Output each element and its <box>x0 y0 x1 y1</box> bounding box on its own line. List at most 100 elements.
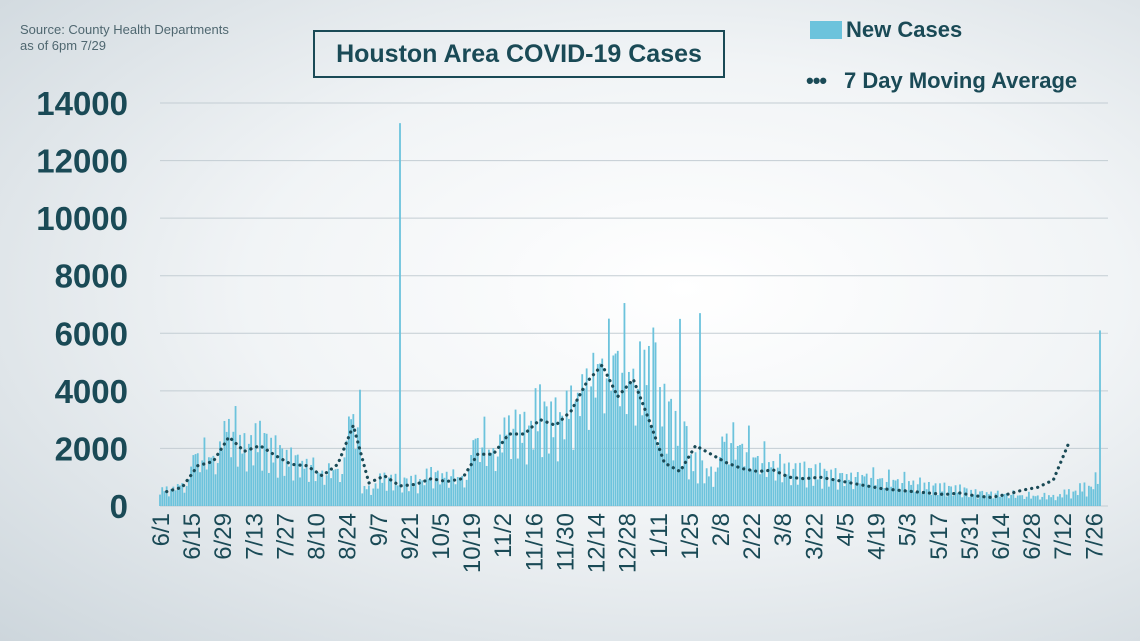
new-cases-bar <box>381 482 384 506</box>
new-cases-bar <box>896 479 899 506</box>
new-cases-bar <box>441 473 444 506</box>
x-tick-label: 6/28 <box>1019 513 1046 560</box>
new-cases-bar <box>799 462 801 506</box>
new-cases-bar <box>1054 500 1057 506</box>
new-cases-bar <box>1047 495 1050 506</box>
new-cases-bar <box>401 492 404 506</box>
new-cases-bar <box>830 469 833 506</box>
new-cases-bar <box>663 383 666 506</box>
new-cases-bar <box>299 477 301 506</box>
new-cases-bar <box>356 427 359 506</box>
new-cases-bar <box>303 468 306 506</box>
new-cases-bar <box>641 415 644 506</box>
x-tick-label: 8/10 <box>304 513 331 560</box>
new-cases-bar <box>727 464 730 506</box>
new-cases-bar <box>499 434 501 506</box>
new-cases-bar <box>607 318 610 506</box>
new-cases-bar <box>447 487 450 506</box>
new-cases-bar <box>692 471 695 506</box>
new-cases-bar <box>634 425 637 506</box>
x-tick-label: 11/30 <box>552 513 579 571</box>
new-cases-bar <box>765 476 768 506</box>
new-cases-bar <box>816 479 819 506</box>
new-cases-bar <box>783 463 786 506</box>
new-cases-bar <box>905 490 908 506</box>
new-cases-bar <box>652 327 655 506</box>
new-cases-bar <box>825 470 828 506</box>
new-cases-bar <box>507 415 510 506</box>
new-cases-bar <box>670 398 673 506</box>
new-cases-bar <box>570 385 573 506</box>
new-cases-bar <box>767 462 770 506</box>
new-cases-bar <box>319 473 321 506</box>
new-cases-bar <box>1012 490 1015 506</box>
new-cases-bar <box>407 491 410 506</box>
new-cases-bar <box>1081 491 1084 506</box>
new-cases-bar <box>712 486 715 506</box>
new-cases-bar <box>227 418 230 506</box>
new-cases-bar <box>923 482 926 506</box>
new-cases-bar <box>510 459 513 506</box>
legend-new-cases-label: New Cases <box>846 17 963 42</box>
new-cases-bar <box>521 442 524 506</box>
new-cases-bar <box>616 350 619 506</box>
new-cases-bar <box>556 461 559 506</box>
new-cases-bar <box>743 466 746 506</box>
new-cases-bar <box>250 435 253 506</box>
new-cases-bar <box>819 462 821 506</box>
new-cases-bar <box>874 485 877 506</box>
new-cases-bar <box>194 454 197 506</box>
new-cases-bar <box>647 345 650 506</box>
new-cases-bar <box>625 414 628 506</box>
new-cases-bar <box>276 477 279 506</box>
x-tick-label: 2/22 <box>739 513 766 560</box>
new-cases-bar <box>630 383 633 506</box>
new-cases-bar <box>752 457 755 506</box>
new-cases-bar <box>452 469 455 506</box>
new-cases-bar <box>459 477 461 506</box>
new-cases-bar <box>370 494 373 506</box>
new-cases-bar <box>212 455 215 506</box>
new-cases-bar <box>436 470 439 506</box>
new-cases-bar <box>421 480 424 506</box>
new-cases-bar <box>339 482 341 506</box>
new-cases-bar <box>694 452 697 506</box>
new-cases-bar <box>383 472 386 506</box>
new-cases-bar <box>272 462 275 506</box>
new-cases-bar <box>990 491 993 506</box>
new-cases-bar <box>1010 494 1013 506</box>
new-cases-bar <box>199 472 201 506</box>
source-note: Source: County Health Departments as of … <box>20 22 280 54</box>
new-cases-bar <box>1025 496 1028 506</box>
new-cases-bar <box>294 455 297 506</box>
new-cases-bar <box>619 406 621 506</box>
new-cases-bar <box>534 388 537 506</box>
new-cases-bar <box>427 478 430 506</box>
new-cases-bar <box>725 433 728 506</box>
new-cases-bar <box>310 465 313 506</box>
new-cases-bar <box>174 490 177 506</box>
new-cases-bar <box>763 441 766 506</box>
new-cases-bar <box>610 390 613 506</box>
x-tick-label: 12/14 <box>584 513 611 573</box>
new-cases-bar <box>585 368 588 506</box>
new-cases-bar <box>930 494 933 506</box>
new-cases-bar <box>287 466 290 506</box>
new-cases-bar <box>779 453 781 506</box>
y-axis: 0 2000 4000 6000 8000 10000 12000 14000 <box>36 85 128 525</box>
new-cases-bar <box>354 449 357 506</box>
new-cases-bar <box>396 485 399 506</box>
new-cases-bar <box>563 439 566 506</box>
new-cases-bar <box>950 486 953 506</box>
new-cases-bar <box>325 475 328 506</box>
new-cases-bar <box>1085 496 1088 506</box>
new-cases-bar <box>887 469 890 506</box>
new-cases-bar <box>605 378 608 506</box>
x-tick-label: 6/15 <box>179 513 206 560</box>
new-cases-bar <box>681 466 684 506</box>
new-cases-bar <box>461 475 464 506</box>
new-cases-bar <box>292 480 295 506</box>
new-cases-bar <box>374 483 377 506</box>
new-cases-bar <box>745 452 748 506</box>
new-cases-bar <box>916 484 919 506</box>
